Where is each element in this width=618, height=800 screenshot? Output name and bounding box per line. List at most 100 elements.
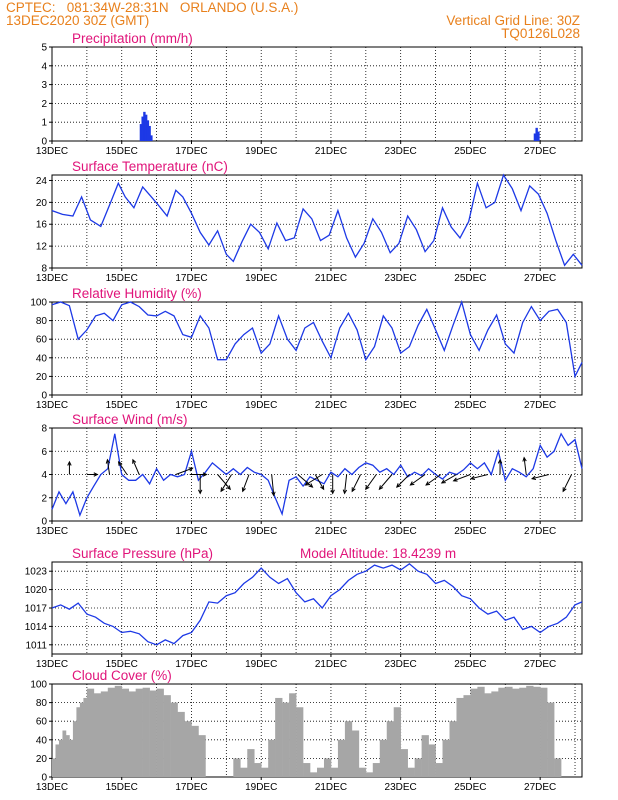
panel-1-ytick-label: 5 — [41, 43, 47, 54]
wind-vector-head — [198, 489, 203, 495]
wind-vector-head — [220, 487, 225, 493]
panel-6-cloud-bar — [463, 695, 471, 777]
panel-6-cloud-bar — [240, 767, 248, 777]
panel-6-cloud-bar — [498, 687, 506, 777]
panel-6-cloud-bar — [484, 693, 492, 777]
panel-5-ytick-label: 1014 — [25, 622, 48, 633]
panel-4-xtick-label: 17DEC — [175, 526, 207, 537]
model-id: TQ0126L028 — [501, 26, 580, 41]
panel-2-series-line — [51, 173, 583, 267]
panel-6-xtick-label: 23DEC — [385, 782, 417, 793]
panel-1-bar — [148, 125, 151, 141]
panel-6-cloud-bar — [310, 772, 318, 777]
panel-6-ytick-label: 0 — [41, 773, 47, 784]
wind-vector — [305, 474, 323, 486]
panel-6-cloud-bar — [191, 725, 199, 777]
panel-6-cloud-bar — [76, 707, 81, 777]
panel-2-xtick-label: 19DEC — [245, 273, 277, 284]
panel-3-ytick-label: 20 — [36, 372, 48, 383]
wind-vector-head — [330, 489, 335, 495]
panel-6-cloud-bar — [62, 730, 67, 777]
panel-6-cloud-bar — [72, 721, 77, 777]
panel-4-xtick-label: 19DEC — [245, 526, 277, 537]
panel-6-cloud-bar — [337, 739, 346, 777]
panel-6-cloud-bar — [156, 688, 164, 777]
panel-3-xtick-label: 21DEC — [315, 400, 347, 411]
panel-1-xtick-label: 27DEC — [524, 146, 556, 157]
wind-vector-head — [93, 472, 99, 477]
panel-5-xtick-label: 21DEC — [315, 659, 347, 670]
panel-6-cloud-bar — [393, 707, 401, 777]
panel-6-cloud-bar — [365, 772, 374, 777]
panel-6-cloud-bar — [540, 687, 548, 777]
wind-vector — [217, 474, 231, 490]
panel-2-xtick-label: 23DEC — [385, 273, 417, 284]
panel-6-cloud-bar — [86, 688, 95, 777]
panel-3-frame — [51, 301, 583, 396]
panel-6-cloud-bar — [428, 744, 436, 777]
panel-4-ytick-label: 4 — [41, 470, 47, 481]
panel-6-xtick-label: 17DEC — [175, 782, 207, 793]
panel-2-xtick-label: 25DEC — [454, 273, 486, 284]
panel-1-xtick-label: 15DEC — [106, 146, 138, 157]
wind-vector-head — [425, 481, 431, 486]
panel-6-cloud-bar — [170, 702, 178, 777]
panel-6-cloud-bar — [65, 735, 70, 777]
panel-6-cloud-bar — [198, 735, 206, 777]
panel-1-xtick-label: 21DEC — [315, 146, 347, 157]
panel-3-ytick-label: 60 — [36, 335, 48, 346]
panel-1-bar — [143, 111, 146, 141]
panel-6-cloud-bar — [296, 707, 304, 777]
wind-vector-head — [530, 475, 537, 481]
panel-6-cloud-bar — [330, 767, 339, 777]
panel-6-cloud-bar — [421, 735, 429, 777]
wind-vector-head — [241, 487, 246, 493]
panel-6-cloud-bar — [83, 697, 88, 777]
panel-5-xtick-label: 15DEC — [106, 659, 138, 670]
panel-6-cloud-bar — [519, 687, 527, 777]
panel-2-xtick-label: 27DEC — [524, 273, 556, 284]
panel-6-ytick-label: 80 — [36, 698, 48, 709]
panel-6-cloud-bar — [379, 739, 388, 777]
panel-6-cloud-bar — [247, 749, 255, 777]
wind-vector-head — [308, 483, 314, 488]
panel-6-cloud-bar — [303, 763, 311, 777]
wind-vector-head — [562, 487, 567, 493]
panel-6-cloud-bar — [268, 739, 276, 777]
panel-5-ytick-label: 1020 — [25, 585, 48, 596]
panel-6-cloud-bar — [414, 758, 422, 777]
panel-3-ytick-label: 80 — [36, 316, 48, 327]
wind-vector-head — [409, 481, 415, 486]
panel-1-xtick-label: 19DEC — [245, 146, 277, 157]
panel-1-bar — [150, 135, 153, 141]
panel-2-ytick-label: 8 — [41, 264, 47, 275]
panel-5-ytick-label: 1023 — [25, 567, 48, 578]
panel-1-xtick-label: 13DEC — [36, 146, 68, 157]
panel-5-xtick-label: 19DEC — [245, 659, 277, 670]
panel-6-cloud-bar — [121, 688, 130, 777]
panel-6-xtick-label: 15DEC — [106, 782, 138, 793]
wind-vector — [441, 474, 457, 484]
panel-6-cloud-bar — [261, 767, 269, 777]
panel-6-cloud-bar — [275, 697, 283, 777]
panel-6-xtick-label: 19DEC — [245, 782, 277, 793]
panel-6-cloud-bar — [323, 758, 332, 777]
wind-vector-head — [304, 481, 310, 486]
wind-vector — [344, 474, 348, 494]
panel-5-ytick-label: 1017 — [25, 604, 48, 615]
panel-6-ytick-label: 100 — [30, 680, 47, 691]
panel-6-cloud-bar — [58, 739, 63, 777]
panel-5-annotation: Model Altitude: 18.4239 m — [300, 546, 456, 561]
wind-vector — [132, 459, 140, 475]
panel-3-ytick-label: 40 — [36, 353, 48, 364]
panel-6-cloud-bar — [93, 693, 102, 777]
panel-2-ytick-label: 16 — [36, 220, 48, 231]
panel-6-cloud-bar — [554, 758, 562, 777]
panel-3-xtick-label: 23DEC — [385, 400, 417, 411]
panel-6-cloud-bar — [114, 685, 123, 777]
wind-vector-head — [395, 483, 401, 488]
panel-4-series-line — [51, 432, 583, 518]
panel-4-title: Surface Wind (m/s) — [72, 412, 188, 427]
panel-1-bar — [146, 120, 150, 141]
panel-6-cloud-bar — [282, 702, 290, 777]
